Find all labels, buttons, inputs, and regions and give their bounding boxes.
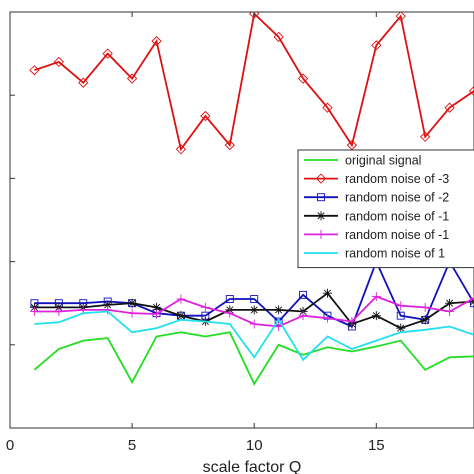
x-tick-label: 10 [246, 437, 263, 454]
data-point [371, 40, 382, 51]
data-point [371, 311, 381, 321]
data-point [224, 139, 235, 151]
data-point [298, 311, 308, 321]
data-point [225, 295, 234, 303]
data-point [469, 293, 474, 303]
legend-item: random noise of -1 [304, 228, 449, 242]
data-point [127, 298, 137, 308]
data-point [249, 12, 260, 19]
data-point [274, 321, 284, 331]
data-point [250, 295, 259, 303]
data-point [420, 302, 430, 312]
data-point [126, 73, 138, 84]
legend-item: random noise of -1 [304, 209, 449, 223]
data-point [420, 131, 431, 142]
x-tick-label: 5 [128, 437, 136, 454]
x-axis-title: scale factor Q [203, 459, 302, 474]
data-point [54, 307, 64, 317]
data-point [29, 65, 40, 76]
legend-label: random noise of -3 [345, 172, 449, 186]
data-point [200, 110, 211, 122]
data-point [445, 307, 455, 317]
data-point [273, 31, 284, 43]
data-point [445, 298, 455, 308]
data-point [322, 288, 332, 298]
legend-label: random noise of -1 [345, 209, 449, 223]
legend-item: random noise of 1 [304, 247, 445, 261]
data-point [371, 292, 381, 302]
series-6 [34, 310, 474, 362]
data-point [78, 77, 89, 88]
x-tick-label: 15 [368, 437, 385, 454]
axes-layer: 0 5 10 15 [6, 12, 385, 454]
data-point [274, 305, 284, 315]
data-point [249, 305, 259, 315]
data-point [53, 56, 64, 68]
data-point [127, 308, 137, 318]
data-point [396, 301, 406, 311]
data-point [396, 311, 405, 320]
data-point [297, 73, 309, 84]
series-5 [29, 292, 474, 331]
data-point [249, 319, 259, 329]
data-point [395, 12, 406, 22]
series-1 [33, 331, 474, 386]
legend-label: random noise of -2 [345, 191, 449, 205]
data-point [470, 299, 474, 308]
data-point [200, 302, 210, 312]
legend-item: original signal [304, 154, 421, 168]
data-point [103, 300, 113, 310]
legend-label: original signal [345, 154, 421, 168]
x-tick-label: 0 [6, 437, 14, 454]
data-point [322, 102, 333, 113]
data-point [299, 290, 308, 299]
data-point [317, 193, 325, 202]
data-point [322, 313, 332, 323]
data-point [225, 308, 235, 318]
legend-label: random noise of -1 [345, 228, 449, 242]
data-point [151, 35, 162, 47]
data-point [176, 294, 186, 304]
data-point [420, 315, 430, 325]
data-point [102, 48, 113, 59]
data-point [29, 307, 39, 317]
data-point [396, 323, 406, 333]
data-point [316, 211, 326, 221]
legend-box [297, 149, 474, 269]
legend: original signal random noise of -3 random … [297, 149, 474, 269]
data-point [152, 302, 162, 312]
data-point [176, 311, 186, 321]
legend-item: random noise of -2 [304, 191, 449, 205]
legend-item: random noise of -3 [304, 172, 449, 186]
series-line [34, 310, 474, 362]
data-point [444, 102, 455, 113]
data-point [315, 173, 327, 184]
data-point [152, 309, 162, 319]
data-point [103, 305, 113, 315]
data-point [316, 229, 326, 239]
data-point [468, 85, 474, 97]
data-point [347, 317, 357, 327]
legend-label: random noise of 1 [345, 247, 445, 261]
data-point [175, 144, 187, 155]
series-line [33, 331, 474, 386]
